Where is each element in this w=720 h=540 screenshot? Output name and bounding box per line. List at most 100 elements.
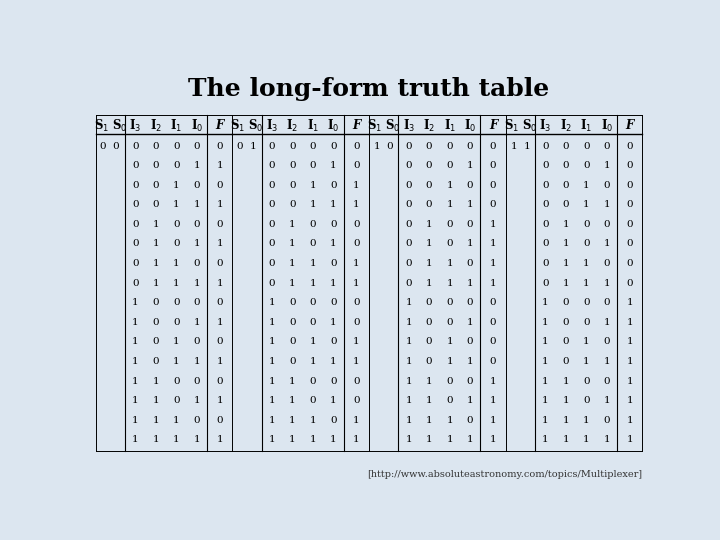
Text: 1: 1 (542, 435, 549, 444)
Text: 1: 1 (269, 318, 275, 327)
Text: 0: 0 (310, 161, 316, 170)
Text: 1: 1 (405, 416, 412, 424)
Text: 1: 1 (173, 181, 179, 190)
Text: 0: 0 (132, 239, 138, 248)
Text: 1: 1 (562, 416, 570, 424)
Text: 1: 1 (426, 376, 433, 386)
Text: 1: 1 (330, 200, 337, 210)
Text: 0: 0 (353, 220, 360, 229)
Text: 1: 1 (426, 239, 433, 248)
Text: 0  1: 0 1 (237, 141, 257, 151)
Text: I$_2$: I$_2$ (287, 117, 299, 133)
Text: 0: 0 (310, 298, 316, 307)
Text: 1: 1 (310, 279, 316, 288)
Text: 1: 1 (583, 357, 590, 366)
Text: 1: 1 (153, 279, 159, 288)
Text: 1: 1 (216, 396, 223, 405)
Text: 0: 0 (310, 376, 316, 386)
Text: 0: 0 (426, 298, 433, 307)
Text: 1: 1 (132, 435, 138, 444)
Text: 0: 0 (426, 338, 433, 346)
Text: 0: 0 (542, 161, 549, 170)
Text: 0: 0 (426, 200, 433, 210)
Text: 1: 1 (583, 200, 590, 210)
Text: 1: 1 (446, 416, 453, 424)
Text: 1: 1 (353, 259, 360, 268)
Text: 1: 1 (132, 376, 138, 386)
Text: 1: 1 (153, 376, 159, 386)
Text: 1: 1 (603, 200, 610, 210)
Text: I$_0$: I$_0$ (328, 117, 340, 133)
Text: 1: 1 (289, 416, 296, 424)
Text: 1: 1 (216, 279, 223, 288)
Text: 1: 1 (310, 357, 316, 366)
Text: 1: 1 (132, 396, 138, 405)
Text: 0: 0 (173, 318, 179, 327)
Text: F: F (489, 119, 498, 132)
Text: 1: 1 (330, 161, 337, 170)
Text: 1: 1 (330, 239, 337, 248)
Text: 0: 0 (330, 298, 337, 307)
Text: 1: 1 (626, 416, 633, 424)
Text: 1  1: 1 1 (510, 141, 531, 151)
Text: 0: 0 (467, 338, 474, 346)
Text: 1: 1 (132, 298, 138, 307)
Text: 1: 1 (446, 259, 453, 268)
Text: 1: 1 (405, 435, 412, 444)
Text: I$_0$: I$_0$ (191, 117, 203, 133)
Text: 0: 0 (603, 220, 610, 229)
Text: 0: 0 (289, 181, 296, 190)
Text: 1: 1 (173, 259, 179, 268)
Text: 0: 0 (446, 161, 453, 170)
Text: 0: 0 (289, 298, 296, 307)
Text: 0: 0 (289, 141, 296, 151)
Text: 0: 0 (310, 239, 316, 248)
Text: 1: 1 (194, 435, 200, 444)
Text: 0: 0 (626, 239, 633, 248)
Text: 1: 1 (583, 279, 590, 288)
Text: 1: 1 (603, 279, 610, 288)
Text: 1: 1 (194, 357, 200, 366)
Text: 0: 0 (542, 141, 549, 151)
Text: 0: 0 (132, 141, 138, 151)
Text: 0: 0 (603, 259, 610, 268)
Text: 1: 1 (194, 318, 200, 327)
Text: 1: 1 (626, 396, 633, 405)
Text: 1: 1 (562, 220, 570, 229)
Text: 1: 1 (289, 435, 296, 444)
Text: 0: 0 (467, 298, 474, 307)
Text: 0: 0 (330, 416, 337, 424)
Text: 1: 1 (490, 259, 496, 268)
Text: 0: 0 (353, 376, 360, 386)
Text: 0: 0 (446, 220, 453, 229)
Text: 0: 0 (603, 338, 610, 346)
Text: 0: 0 (490, 338, 496, 346)
Text: 0: 0 (153, 298, 159, 307)
Text: 1: 1 (216, 318, 223, 327)
Text: 0: 0 (153, 338, 159, 346)
Text: I$_3$: I$_3$ (402, 117, 415, 133)
Text: 1: 1 (132, 338, 138, 346)
Text: 1: 1 (269, 376, 275, 386)
Text: 0: 0 (194, 220, 200, 229)
Text: 0: 0 (173, 396, 179, 405)
Text: 0: 0 (405, 220, 412, 229)
Text: I$_2$: I$_2$ (560, 117, 572, 133)
Text: S$_1$ S$_0$: S$_1$ S$_0$ (94, 117, 127, 133)
Text: 0: 0 (542, 181, 549, 190)
Text: 0: 0 (353, 396, 360, 405)
Text: 1: 1 (467, 396, 474, 405)
Text: 0: 0 (194, 259, 200, 268)
Text: 1: 1 (310, 338, 316, 346)
Text: 1: 1 (173, 416, 179, 424)
Text: 0: 0 (216, 220, 223, 229)
Text: 0: 0 (562, 338, 570, 346)
Text: 0: 0 (583, 239, 590, 248)
Text: 0: 0 (467, 220, 474, 229)
Text: 0: 0 (583, 318, 590, 327)
Text: 1: 1 (626, 357, 633, 366)
Text: 1: 1 (603, 239, 610, 248)
Text: 0: 0 (467, 376, 474, 386)
Text: The long-form truth table: The long-form truth table (189, 77, 549, 102)
Text: 1: 1 (353, 435, 360, 444)
